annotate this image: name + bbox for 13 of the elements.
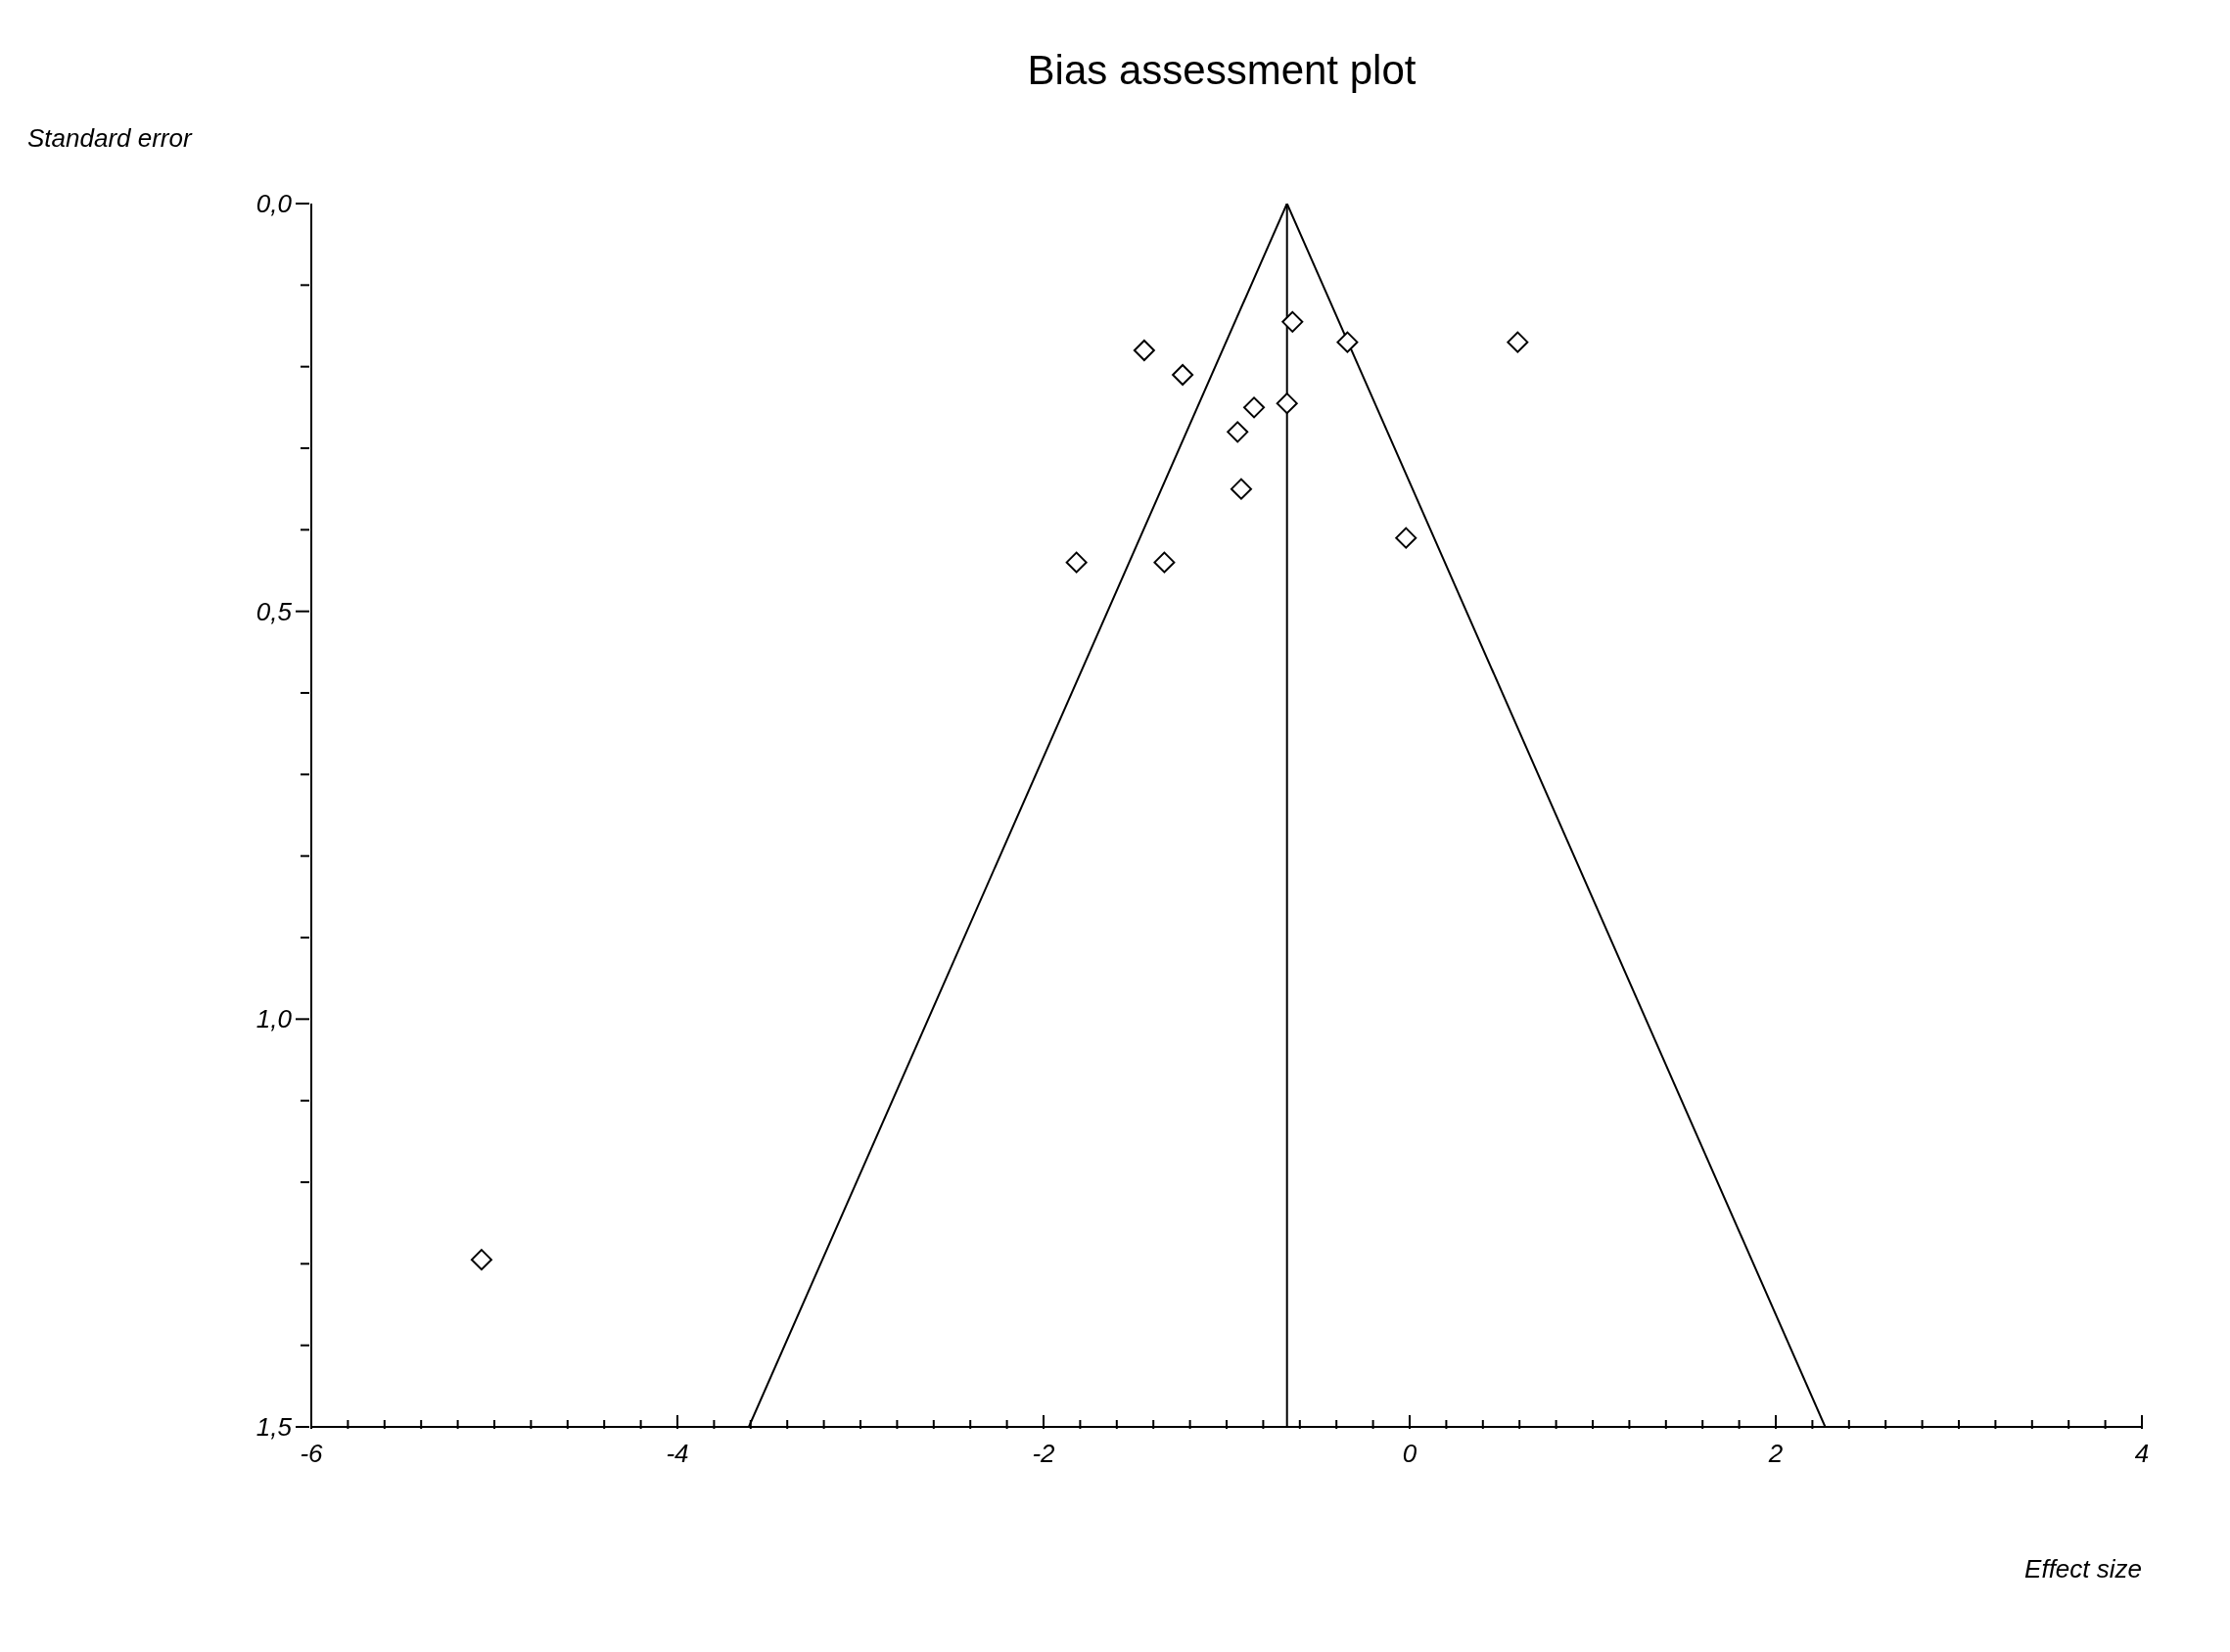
x-tick-label: -4 [666, 1439, 689, 1468]
x-axis-title: Effect size [2024, 1554, 2142, 1584]
x-tick-label: 2 [1767, 1439, 1784, 1468]
x-tick-label: 0 [1402, 1439, 1417, 1468]
y-tick-label: 1,5 [256, 1412, 293, 1442]
x-tick-label: -6 [300, 1439, 324, 1468]
y-tick-label: 1,0 [256, 1004, 293, 1034]
x-tick-label: 4 [2134, 1439, 2150, 1468]
y-axis-title: Standard error [27, 123, 192, 154]
chart-title: Bias assessment plot [1026, 47, 1417, 94]
x-tick-label: -2 [1032, 1439, 1056, 1468]
y-tick-label: 0,5 [256, 596, 293, 626]
y-tick-label: 0,0 [256, 189, 293, 218]
